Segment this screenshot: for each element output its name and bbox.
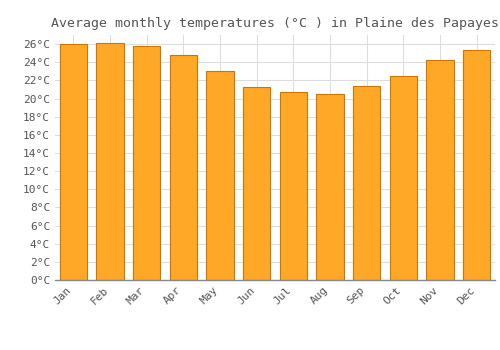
Bar [243, 87, 270, 280]
Bar [206, 71, 234, 280]
Bar [133, 46, 160, 280]
Title: Average monthly temperatures (°C ) in Plaine des Papayes: Average monthly temperatures (°C ) in Pl… [51, 17, 499, 30]
Bar [96, 43, 124, 280]
Bar [463, 50, 490, 280]
Bar [390, 76, 417, 280]
Bar [353, 86, 380, 280]
Bar [316, 94, 344, 280]
Bar [280, 92, 307, 280]
Bar [170, 55, 197, 280]
Bar [426, 61, 454, 280]
Bar [60, 44, 87, 280]
